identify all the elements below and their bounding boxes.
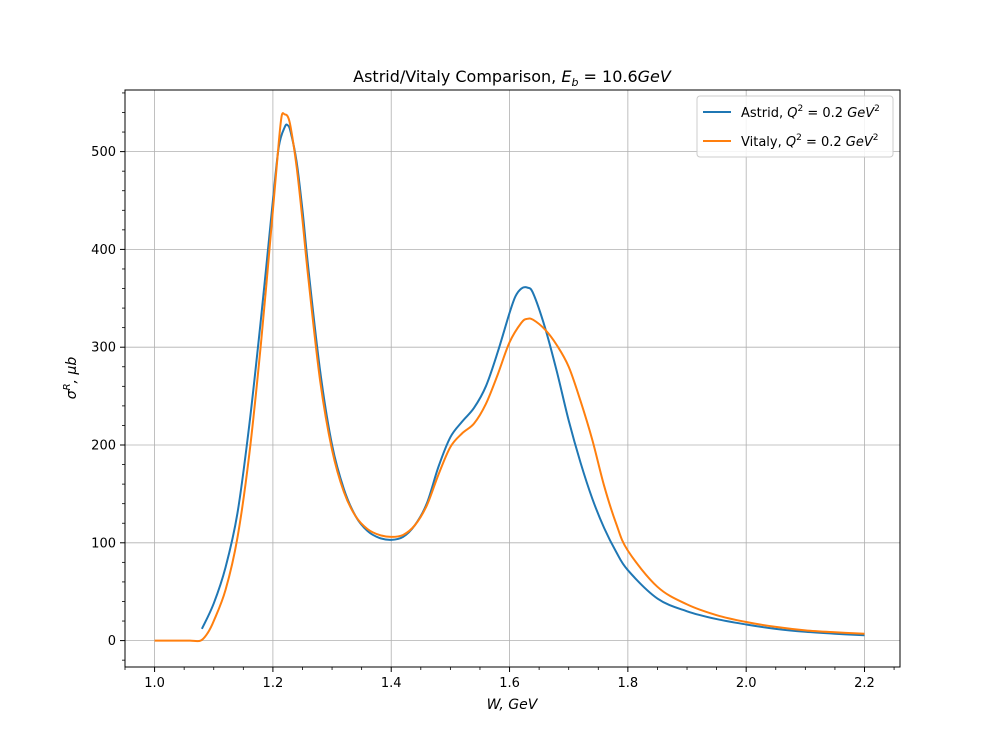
y-tick-label: 0 [108,634,116,649]
y-tick-label: 100 [91,536,116,551]
y-axis-title: σR, μb [62,357,80,400]
y-tick-label: 500 [91,145,116,160]
grid [125,90,900,667]
legend-label-astrid: Astrid, Q2 = 0.2 GeV2 [741,104,880,121]
x-axis-title: W, GeV [487,697,539,713]
series-line-astrid [201,123,865,637]
plot-area-frame [124,89,901,668]
x-tick-label: 2.0 [736,676,757,691]
legend-label-vitaly: Vitaly, Q2 = 0.2 GeV2 [741,133,879,150]
x-tick-label: 1.8 [618,676,639,691]
x-tick-label: 1.2 [263,676,284,691]
y-tick-label: 300 [91,341,116,356]
legend-box [696,95,894,158]
y-tick-label: 200 [91,439,116,454]
y-tick-label: 400 [91,243,116,258]
series-line-vitaly [154,112,865,643]
x-tick-label: 1.6 [499,676,520,691]
x-tick-label: 2.2 [854,676,875,691]
series-group [154,112,865,643]
x-axis: 1.0 1.2 1.4 1.6 1.8 2.0 2.2 [124,667,895,691]
chart-title: Astrid/Vitaly Comparison, Eb = 10.6GeV [353,67,672,89]
x-tick-label: 1.0 [144,676,165,691]
y-axis: 0 100 200 300 400 500 [91,92,125,661]
legend: Astrid, Q2 = 0.2 GeV2 Vitaly, Q2 = 0.2 G… [696,95,894,158]
x-tick-label: 1.4 [381,676,402,691]
